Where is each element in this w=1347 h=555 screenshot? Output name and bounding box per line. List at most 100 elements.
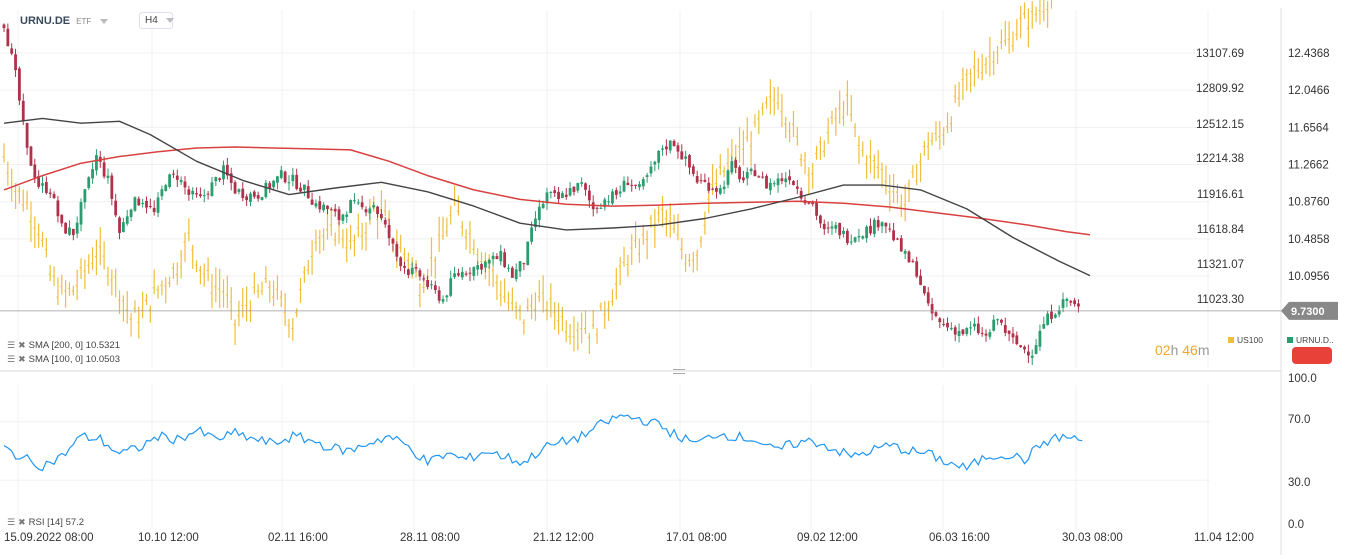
candle-body [792,181,795,185]
candle-body [530,227,533,242]
candle-body [1038,330,1042,347]
candle-body [1023,346,1026,350]
candle-body [869,225,872,234]
candle-body [930,304,934,314]
urnu-candles [2,23,1080,365]
candle-body [360,202,364,208]
rsi-tick-label: 100.0 [1288,373,1317,385]
candle-body [541,203,545,209]
candle-body [1030,355,1034,358]
candle-body [25,122,29,148]
pane-resize-handle[interactable] [673,369,685,374]
candle-body [1015,335,1019,345]
candle-body [468,272,472,274]
candle-body [537,206,541,221]
settings-icon[interactable]: ☰ [7,340,16,350]
candle-body [95,155,98,171]
candle-body [611,191,614,204]
timeframe-label: H4 [145,15,158,26]
candle-body [638,184,641,188]
sma100-label: SMA [100, 0] 10.0503 [28,354,120,365]
candle-body [18,68,21,101]
close-icon[interactable]: ✖ [18,517,26,527]
candle-body [349,200,352,214]
candle-body [237,189,241,192]
candle-body [780,178,784,182]
candle-body [41,183,44,186]
x-tick-label: 15.09.2022 08:00 [4,532,94,544]
timeframe-selector[interactable]: H4 [139,12,174,29]
candle-body [395,244,399,257]
candle-body [526,241,530,265]
countdown-minutes: 46 [1182,342,1198,358]
y-tick-label-right: 12.0466 [1288,85,1330,97]
candle-body [819,215,822,224]
candle-body [491,255,495,260]
y-tick-label-left: 11023.30 [1197,294,1244,306]
rsi-tick-label: 70.0 [1288,414,1310,426]
candle-body [1069,300,1073,303]
candle-body [718,188,722,194]
candle-body [279,170,283,178]
sell-button[interactable] [1292,347,1332,364]
legend-urnu: URNU.D.. [1287,335,1334,345]
candle-body [472,267,476,276]
candle-body [68,227,71,235]
candle-body [391,238,395,244]
symbol-dropdown-icon[interactable] [100,18,109,24]
candle-body [884,222,888,227]
rsi-line [3,414,1083,472]
candle-body [742,177,745,181]
candle-body [784,178,788,183]
candle-body [815,202,818,216]
candle-body [333,208,337,212]
candle-body [1003,325,1007,333]
candle-body [164,185,168,192]
candle-body [899,238,903,252]
candle-body [949,327,953,330]
close-icon[interactable]: ✖ [18,354,26,364]
candle-body [1034,345,1038,354]
candle-body [853,237,857,242]
candle-body [561,193,564,198]
legend-us100: US100 [1228,335,1263,345]
candle-body [302,184,306,190]
candle-body [545,192,549,204]
candle-body [110,175,114,199]
settings-icon[interactable]: ☰ [7,354,16,364]
candle-body [757,176,761,178]
candle-body [125,216,129,224]
candle-body [83,189,87,203]
indicator-rsi[interactable]: ☰ ✖ RSI [14] 57.2 [7,517,84,528]
candle-body [214,176,218,182]
candle-body [507,267,510,269]
close-icon[interactable]: ✖ [18,340,26,350]
candle-body [857,236,861,238]
candle-body [291,174,295,182]
indicator-sma200[interactable]: ☰ ✖ SMA [200, 0] 10.5321 [7,340,120,351]
candle-body [711,188,714,190]
candle-body [129,209,133,218]
asset-type: ETF [76,16,92,26]
candle-body [195,193,198,195]
symbol-name: URNU.DE [20,15,71,27]
candle-body [849,241,853,243]
candle-body [641,179,645,187]
candle-body [614,190,618,195]
candle-body [564,194,568,197]
settings-icon[interactable]: ☰ [7,517,16,527]
candle-body [310,199,314,205]
candle-body [337,209,341,221]
candle-body [403,265,406,268]
candle-body [795,186,799,189]
candle-body [14,54,17,71]
candle-body [1077,303,1080,307]
candle-body [861,236,865,239]
candle-body [715,188,718,192]
candle-body [703,179,707,182]
candle-body [892,230,895,241]
candle-body [64,222,68,234]
indicator-sma100[interactable]: ☰ ✖ SMA [100, 0] 10.0503 [7,354,120,365]
candle-body [252,191,256,197]
